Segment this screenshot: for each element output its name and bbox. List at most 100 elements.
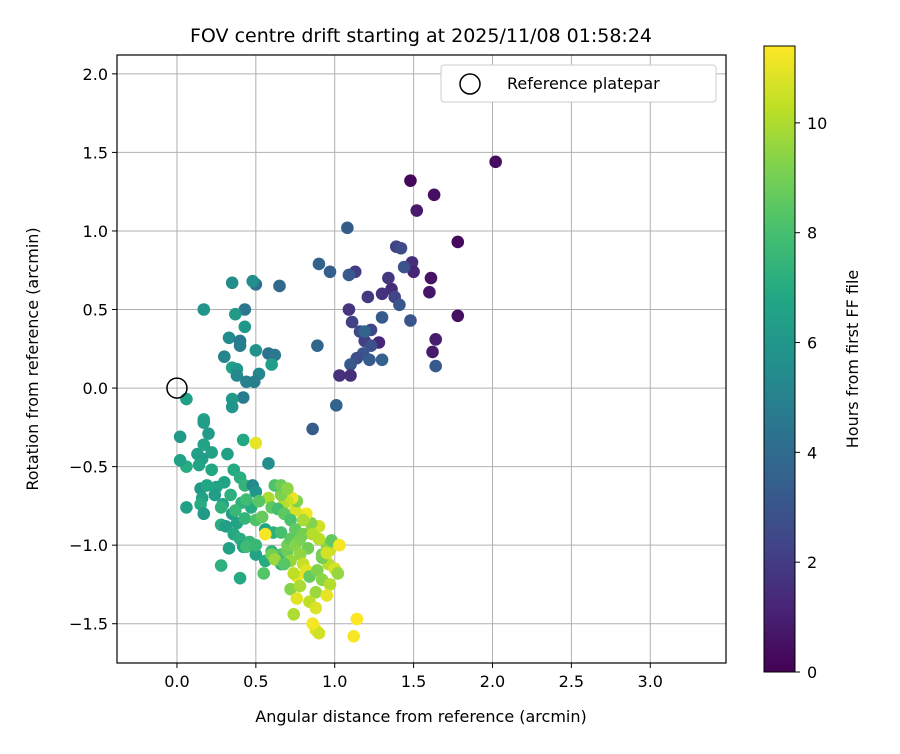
data-point: [192, 458, 206, 472]
data-point: [330, 399, 343, 412]
data-point: [217, 350, 231, 363]
data-point: [257, 567, 271, 580]
data-point: [323, 578, 337, 591]
data-point: [214, 559, 228, 572]
data-point: [240, 540, 253, 554]
x-axis-label: Angular distance from reference (arcmin): [255, 707, 586, 726]
data-point: [393, 298, 406, 312]
legend: Reference platepar: [440, 64, 717, 103]
x-tick-label: 2.5: [559, 672, 584, 691]
y-tick-label: 1.5: [83, 143, 108, 162]
data-point: [394, 241, 408, 255]
data-point: [423, 285, 436, 299]
data-point: [293, 579, 307, 593]
data-point: [252, 494, 266, 508]
plot-frame: [116, 54, 727, 664]
data-point: [197, 303, 211, 316]
data-point: [214, 501, 228, 514]
data-point: [347, 629, 360, 643]
data-point: [363, 353, 376, 367]
x-tick-label: 1.0: [322, 672, 347, 691]
data-point: [410, 204, 424, 217]
data-point: [208, 488, 222, 502]
data-point: [173, 454, 187, 467]
data-point: [320, 589, 334, 602]
y-tick-label: −1.5: [69, 615, 108, 634]
data-point: [397, 260, 411, 274]
data-point: [311, 339, 324, 352]
legend-entry-label: Reference platepar: [507, 74, 660, 93]
data-point: [180, 392, 193, 406]
data-point: [202, 427, 215, 440]
colorbar-label: Hours from first FF file: [843, 270, 862, 449]
data-point: [309, 601, 323, 615]
legend-frame: [440, 64, 717, 103]
data-point: [236, 391, 250, 404]
data-point: [247, 375, 261, 389]
data-point: [205, 463, 218, 477]
y-tick-label: 2.0: [83, 65, 108, 84]
data-point: [350, 612, 364, 626]
data-point: [262, 457, 275, 470]
data-point: [333, 538, 346, 552]
x-tick-label: 1.5: [401, 672, 426, 691]
data-point: [249, 538, 263, 552]
data-point: [281, 482, 294, 495]
colorbar-tick-label: 0: [807, 663, 817, 682]
colorbar-tick-label: 4: [807, 443, 817, 462]
data-point: [331, 567, 345, 580]
colorbar-ticks: 0 2 4 6 8 10: [795, 114, 827, 682]
data-point: [249, 344, 263, 357]
data-point: [306, 617, 319, 631]
data-point: [309, 586, 323, 599]
data-point: [197, 438, 211, 451]
data-point: [225, 400, 239, 414]
data-point: [404, 174, 417, 187]
data-point: [323, 265, 337, 279]
data-point: [424, 271, 438, 285]
data-point: [375, 353, 389, 367]
data-point: [342, 268, 356, 282]
data-point: [229, 504, 242, 517]
data-point: [287, 567, 301, 580]
data-point: [259, 527, 272, 541]
data-point: [238, 512, 252, 525]
data-point: [426, 345, 439, 359]
data-point: [311, 564, 324, 577]
data-point: [246, 274, 259, 288]
colorbar-tick-label: 2: [807, 553, 817, 572]
data-point: [312, 626, 326, 640]
data-point: [290, 592, 304, 605]
data-point: [284, 582, 297, 596]
data-point: [274, 526, 288, 539]
data-points: [173, 155, 502, 643]
data-point: [268, 553, 282, 566]
data-point: [489, 155, 502, 169]
colorbar-tick-label: 6: [807, 334, 817, 353]
data-point: [429, 333, 442, 346]
y-axis-label: Rotation from reference (arcmin): [23, 227, 42, 490]
grid-lines: [117, 55, 726, 663]
colorbar-tick-label: 10: [807, 114, 827, 133]
data-point: [238, 303, 252, 316]
data-point: [284, 513, 297, 527]
data-point: [180, 501, 193, 514]
data-point: [224, 488, 237, 502]
legend-marker-icon: [459, 73, 481, 95]
chart-title: FOV centre drift starting at 2025/11/08 …: [190, 25, 652, 47]
data-point: [306, 422, 319, 436]
data-point: [221, 447, 234, 461]
data-point: [342, 303, 356, 316]
data-point: [233, 571, 247, 585]
data-point: [375, 311, 389, 324]
data-point: [240, 493, 253, 506]
data-point: [222, 331, 236, 345]
colorbar-tick-label: 8: [807, 224, 817, 243]
data-point: [427, 188, 441, 202]
data-point: [451, 235, 465, 249]
data-point: [225, 276, 239, 290]
data-point: [296, 513, 310, 527]
x-tick-label: 0.5: [243, 672, 268, 691]
